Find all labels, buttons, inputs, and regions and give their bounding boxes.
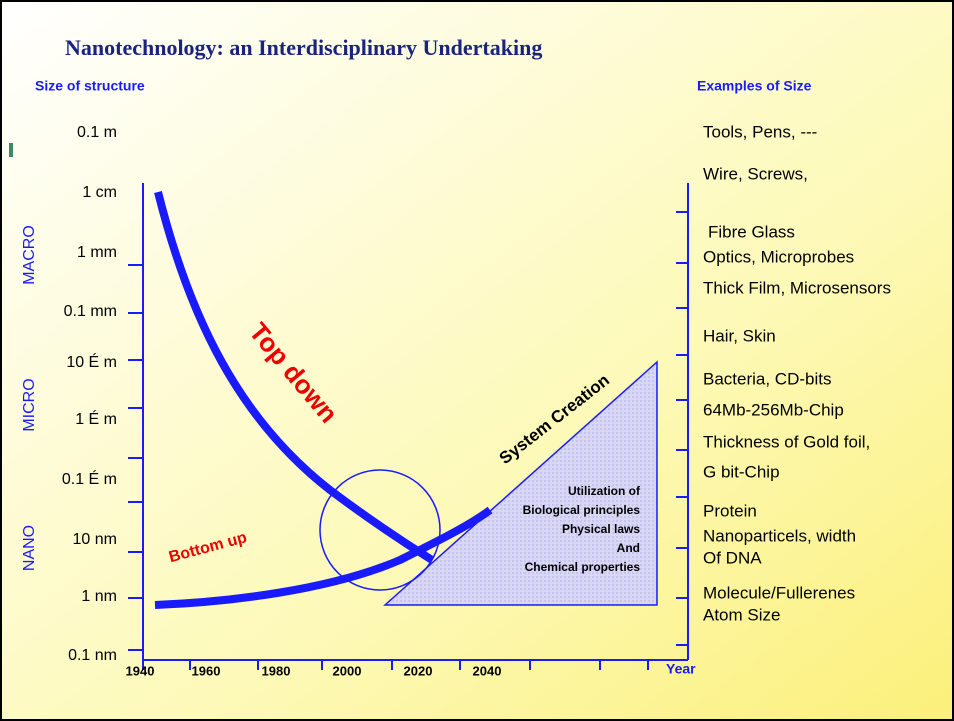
size-label: 10 nm — [73, 531, 117, 548]
triangle-text: Physical laws — [562, 522, 640, 536]
bottom-up-curve — [154, 506, 493, 609]
example-label: G bit-Chip — [703, 462, 780, 481]
example-label: Fibre Glass — [708, 222, 795, 241]
example-label: Thick Film, Microsensors — [703, 278, 891, 297]
size-label: 0.1 É m — [62, 469, 117, 488]
region-label: MICRO — [21, 378, 38, 431]
triangle-text: Biological principles — [523, 503, 641, 517]
size-label: 0.1 mm — [64, 303, 117, 320]
year-label: 2000 — [333, 663, 362, 678]
size-label: 0.1 nm — [68, 647, 117, 664]
example-label: Thickness of Gold foil, — [703, 432, 870, 451]
example-label: Tools, Pens, --- — [703, 122, 817, 141]
size-label: 1 nm — [81, 588, 117, 605]
year-label: 2040 — [473, 663, 502, 678]
year-label: 1940 — [126, 663, 155, 678]
example-label: Optics, Microprobes — [703, 247, 854, 266]
region-label: NANO — [21, 525, 38, 571]
example-label: Of DNA — [703, 548, 762, 567]
year-label: 1980 — [262, 663, 291, 678]
example-label: Nanoparticels, width — [703, 526, 856, 545]
title: Nanotechnology: an Interdisciplinary Und… — [65, 35, 542, 60]
size-label: 0.1 m — [77, 124, 117, 141]
region-label: MACRO — [21, 225, 38, 285]
example-label: Protein — [703, 501, 757, 520]
triangle-text: Utilization of — [568, 484, 641, 498]
example-label: 64Mb-256Mb-Chip — [703, 400, 844, 419]
circle — [319, 469, 441, 591]
x-axis-label: Year — [666, 661, 696, 677]
year-label: 1960 — [192, 663, 221, 678]
example-label: Wire, Screws, — [703, 164, 808, 183]
year-label: 2020 — [404, 663, 433, 678]
example-label: Bacteria, CD-bits — [703, 369, 831, 388]
example-label: Hair, Skin — [703, 326, 776, 345]
example-label: Atom Size — [703, 605, 780, 624]
top-down-curve — [154, 191, 435, 564]
size-label: 10 É m — [66, 352, 117, 371]
marker — [9, 143, 13, 157]
example-label: Molecule/Fullerenes — [703, 583, 855, 602]
right-heading: Examples of Size — [697, 78, 812, 94]
triangle-text: Chemical properties — [525, 560, 641, 574]
triangle-text: And — [617, 541, 640, 555]
triangle — [383, 360, 658, 606]
left-heading: Size of structure — [35, 78, 145, 94]
size-label: 1 É m — [75, 409, 117, 428]
size-label: 1 mm — [77, 244, 117, 261]
size-label: 1 cm — [82, 184, 117, 201]
